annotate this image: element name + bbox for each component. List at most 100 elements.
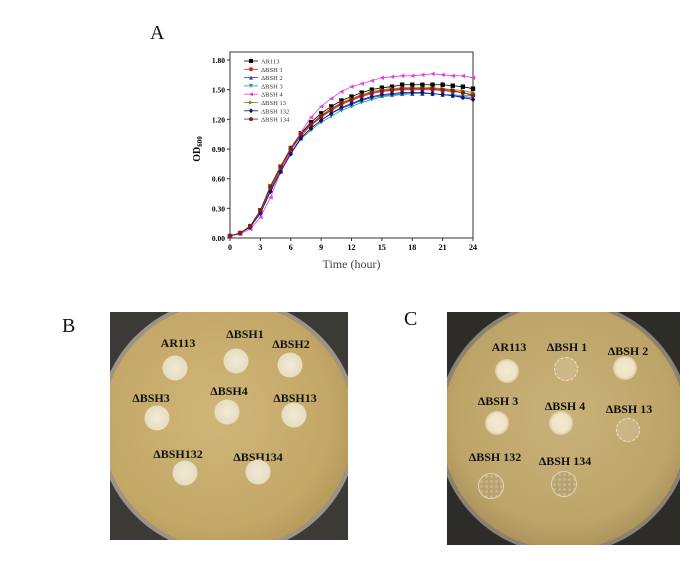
x-tick-label: 24: [469, 243, 477, 252]
y-tick-label: 1.20: [212, 115, 225, 124]
data-point: [420, 86, 425, 91]
y-tick-label: 0.60: [212, 175, 225, 184]
colony: [245, 459, 271, 485]
plate-photo-b: AR113 ΔBSH1 ΔBSH2 ΔBSH3 ΔBSH4 ΔBSH13 ΔBS…: [110, 312, 348, 540]
colony: [554, 357, 578, 381]
colony: [277, 352, 303, 378]
data-point: [470, 86, 476, 91]
data-point: [318, 117, 324, 124]
colony: [613, 356, 637, 380]
y-axis-label: OD600: [192, 136, 204, 162]
legend-marker: [249, 117, 253, 122]
series-bsh134: ΔBSH 134: [227, 86, 476, 239]
panel-label-b: B: [62, 315, 76, 337]
y-tick-label: 0.00: [212, 234, 225, 243]
data-point: [339, 104, 344, 111]
data-point: [460, 94, 466, 101]
data-point: [470, 93, 476, 98]
data-point: [359, 90, 364, 95]
data-point: [308, 122, 314, 127]
strain-label: ΔBSH 1: [546, 340, 588, 354]
legend-label: ΔBSH 3: [261, 83, 283, 90]
data-point: [298, 131, 304, 137]
strain-label: AR113: [160, 336, 196, 350]
data-point: [389, 90, 395, 97]
strain-label: ΔBSH 132: [468, 450, 522, 464]
legend-label: ΔBSH 2: [261, 75, 283, 82]
colony: [495, 359, 519, 383]
legend-marker: [249, 67, 253, 72]
data-point: [329, 104, 334, 109]
legend-marker: [249, 108, 253, 114]
data-point: [460, 84, 466, 89]
data-point: [359, 93, 364, 98]
data-point: [399, 89, 405, 96]
x-tick-label: 18: [408, 243, 416, 252]
colony: [485, 411, 509, 435]
data-point: [430, 82, 435, 87]
data-point: [389, 74, 395, 80]
data-point: [318, 111, 324, 116]
data-point: [359, 81, 364, 86]
strain-label: AR113: [491, 340, 527, 354]
data-point: [420, 89, 425, 96]
data-point: [399, 86, 405, 91]
data-point: [298, 135, 304, 141]
data-point: [339, 108, 344, 113]
data-point: [339, 101, 344, 106]
data-point: [379, 75, 385, 80]
data-point: [379, 88, 385, 93]
data-point: [470, 96, 476, 103]
strain-label: ΔBSH3: [132, 391, 170, 405]
legend-marker: [249, 75, 253, 80]
legend-label: ΔBSH 1: [261, 67, 283, 74]
data-point: [318, 114, 324, 119]
data-point: [410, 89, 415, 96]
data-point: [460, 90, 466, 95]
data-point: [308, 115, 314, 120]
data-point: [379, 85, 385, 90]
data-point: [450, 83, 455, 88]
legend-label: ΔBSH 4: [261, 92, 283, 99]
data-point: [470, 75, 476, 80]
data-point: [420, 72, 425, 78]
colony: [214, 399, 240, 425]
strain-label: ΔBSH132: [153, 447, 203, 461]
colony: [281, 402, 307, 428]
x-tick-label: 15: [378, 243, 386, 252]
legend-label: ΔBSH 134: [261, 117, 290, 124]
strain-label: ΔBSH 13: [605, 402, 653, 416]
data-point: [329, 107, 334, 112]
x-axis-label: Time (hour): [323, 257, 381, 271]
data-point: [329, 96, 334, 101]
plate-photo-c: AR113 ΔBSH 1 ΔBSH 2 ΔBSH 3 ΔBSH 4 ΔBSH 1…: [447, 312, 680, 545]
data-point: [278, 169, 283, 175]
series-bsh132: ΔBSH 132: [227, 89, 476, 239]
colony: [144, 405, 170, 431]
data-point: [399, 82, 405, 87]
data-point: [248, 223, 253, 229]
data-point: [258, 215, 263, 220]
colony: [549, 411, 573, 435]
data-point: [227, 233, 233, 239]
data-point: [349, 104, 354, 109]
data-point: [369, 97, 374, 102]
x-tick-label: 9: [319, 243, 323, 252]
data-point: [460, 73, 466, 79]
strain-label: ΔBSH 4: [544, 399, 586, 413]
legend-label: ΔBSH 132: [261, 108, 289, 115]
data-point: [430, 86, 435, 91]
strain-label: ΔBSH2: [272, 337, 310, 351]
legend-label: AR113: [261, 59, 280, 66]
data-point: [450, 92, 455, 99]
data-point: [329, 110, 334, 117]
colony: [162, 355, 188, 381]
data-point: [420, 82, 425, 87]
colony: [478, 473, 504, 499]
data-point: [258, 208, 263, 213]
data-point: [430, 90, 435, 97]
panel-label-a: A: [150, 22, 165, 44]
strain-label: ΔBSH 2: [607, 344, 649, 358]
data-point: [430, 71, 435, 77]
